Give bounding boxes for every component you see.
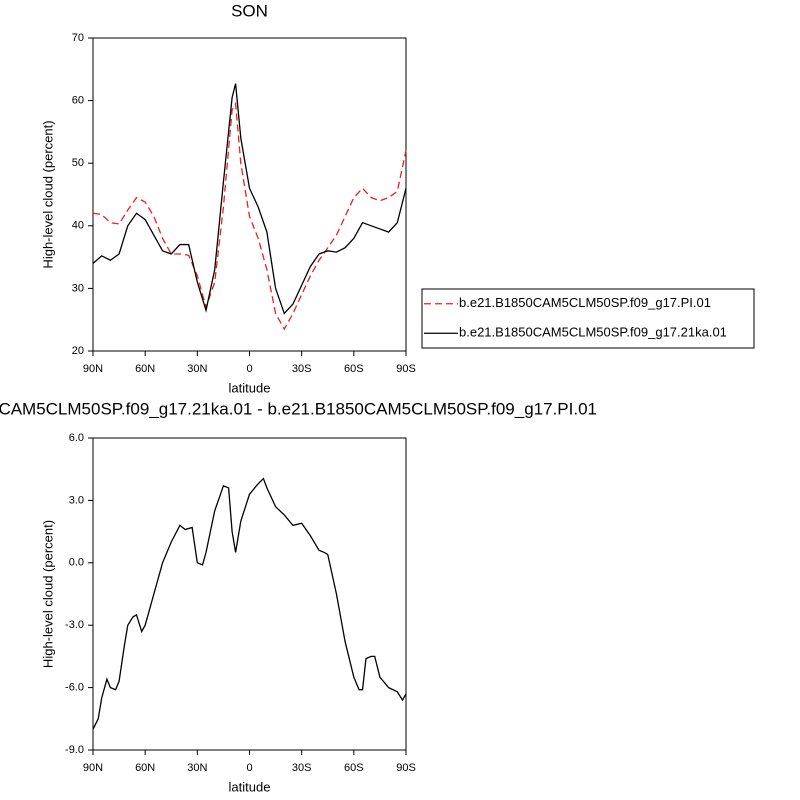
y-tick-label: -6.0 [65,682,84,694]
y-tick-label: 20 [72,345,84,357]
x-tick-label: 0 [246,363,252,375]
y-tick-label: 3.0 [69,494,84,506]
x-tick-label: 60N [135,363,155,375]
y-tick-label: -3.0 [65,619,84,631]
x-tick-label: 60S [344,762,364,774]
x-tick-label: 60S [344,363,364,375]
y-tick-label: 30 [72,282,84,294]
x-tick-label: 60N [135,762,155,774]
x-tick-label: 90S [396,363,416,375]
x-axis-label: latitude [229,380,271,395]
y-axis-label: High-level cloud (percent) [40,520,55,668]
y-tick-label: 0.0 [69,557,84,569]
y-tick-label: 6.0 [69,432,84,444]
y-tick-label: -9.0 [65,744,84,756]
y-tick-label: 70 [72,32,84,44]
x-axis-label: latitude [229,779,271,794]
x-tick-label: 30S [292,363,312,375]
data-line [92,101,407,331]
y-tick-label: 40 [72,220,84,232]
data-line [92,83,407,315]
y-axis-label: High-level cloud (percent) [40,120,55,268]
x-tick-label: 90N [83,762,103,774]
x-tick-label: 30N [187,762,207,774]
data-line [92,477,407,730]
plot-frame [92,37,407,352]
x-tick-label: 90N [83,363,103,375]
x-tick-label: 30S [292,762,312,774]
x-tick-label: 0 [246,762,252,774]
chart-title: b.e21.B1850CAM5CLM50SP.f09_g17.21ka.01 -… [0,399,597,418]
y-tick-label: 50 [72,157,84,169]
x-tick-label: 30N [187,363,207,375]
legend-box [421,288,755,349]
legend-label: b.e21.B1850CAM5CLM50SP.f09_g17.21ka.01 [459,325,727,340]
y-tick-label: 60 [72,95,84,107]
plot-frame [92,437,407,751]
chart-title: SON [231,1,268,20]
x-tick-label: 90S [396,762,416,774]
legend-label: b.e21.B1850CAM5CLM50SP.f09_g17.PI.01 [459,295,711,310]
